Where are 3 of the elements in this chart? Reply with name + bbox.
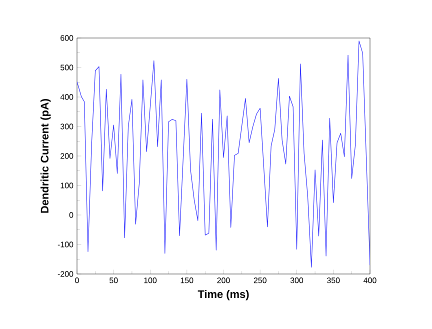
x-axis-title: Time (ms): [198, 290, 249, 300]
line-series: [77, 40, 370, 268]
y-axis-title: Dendritic Current (pA): [40, 99, 51, 213]
